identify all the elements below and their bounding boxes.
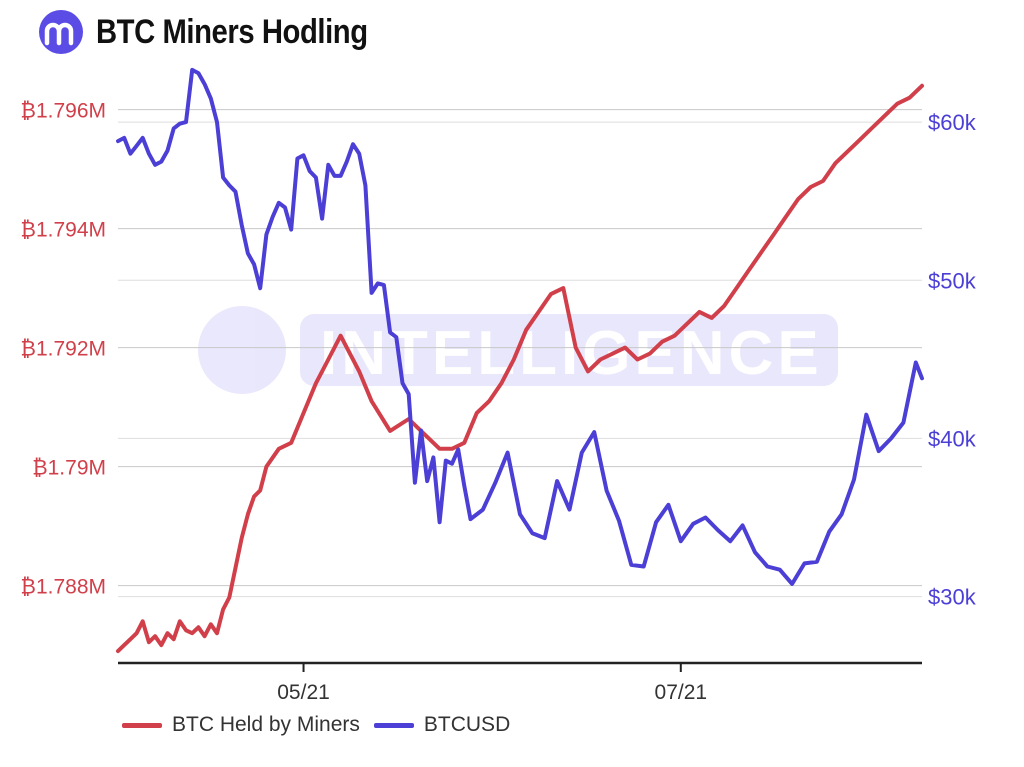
legend-item-btcusd[interactable]: BTCUSD bbox=[373, 713, 511, 737]
watermark-logo-icon bbox=[198, 306, 286, 394]
legend-swatch-miners bbox=[122, 722, 162, 728]
watermark: INTELLIGENCE bbox=[198, 306, 838, 394]
y-right-tick-label: $30k bbox=[928, 585, 977, 610]
y-left-tick-label: ₿1.796M bbox=[20, 100, 106, 123]
chart-header: BTC Miners Hodling bbox=[38, 6, 412, 58]
legend-swatch-btcusd bbox=[373, 722, 414, 728]
x-tick-label: 07/21 bbox=[655, 681, 708, 704]
y-left-tick-label: ₿1.788M bbox=[20, 576, 106, 599]
brand-logo-icon bbox=[39, 10, 83, 54]
legend-label-btcusd: BTCUSD bbox=[423, 713, 511, 736]
legend-label-miners: BTC Held by Miners bbox=[172, 713, 360, 736]
chart-title: BTC Miners Hodling bbox=[96, 12, 368, 51]
watermark-box bbox=[300, 314, 838, 386]
y-right-tick-label: $40k bbox=[928, 426, 977, 451]
series-line-miners bbox=[116, 83, 924, 654]
chart-legend: BTC Held by Miners BTCUSD bbox=[122, 713, 510, 737]
y-right-tick-label: $60k bbox=[928, 110, 977, 135]
x-tick-label: 05/21 bbox=[277, 681, 330, 704]
y-left-tick-label: ₿1.79M bbox=[32, 457, 106, 480]
series-line-btcusd bbox=[116, 67, 924, 586]
y-left-tick-label: ₿1.792M bbox=[20, 338, 106, 361]
legend-item-miners[interactable]: BTC Held by Miners bbox=[122, 713, 360, 737]
y-left-tick-label: ₿1.794M bbox=[20, 219, 106, 242]
y-right-tick-label: $50k bbox=[928, 268, 977, 293]
